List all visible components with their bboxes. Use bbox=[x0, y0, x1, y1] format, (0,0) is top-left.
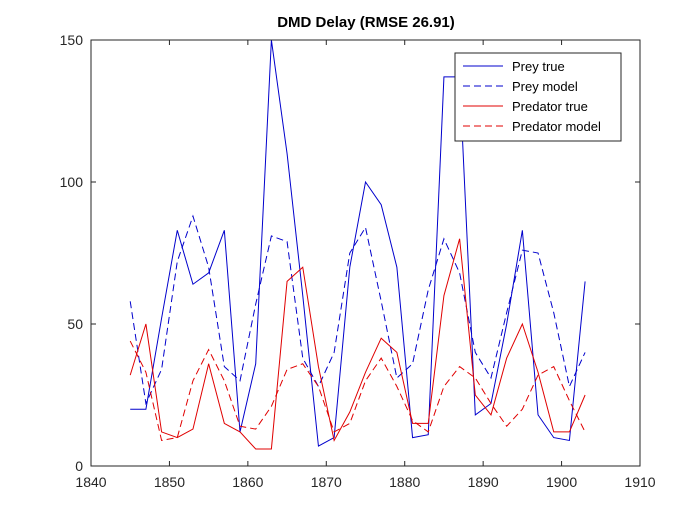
x-tick-label: 1840 bbox=[75, 474, 106, 490]
series-line-1 bbox=[130, 40, 586, 447]
series-line-2 bbox=[129, 214, 586, 406]
x-tick-label: 1890 bbox=[468, 474, 499, 490]
series-line-4 bbox=[129, 340, 586, 442]
x-tick-label: 1900 bbox=[546, 474, 577, 490]
series-line-3 bbox=[129, 238, 586, 450]
x-tick-label: 1860 bbox=[232, 474, 263, 490]
legend-label-3: Predator true bbox=[512, 99, 588, 114]
axes: 1840 1850 1860 1870 1880 1890 1900 1910 0 50 100 15… bbox=[60, 32, 656, 490]
x-tick-label: 1880 bbox=[389, 474, 420, 490]
y-tick-label: 50 bbox=[67, 316, 83, 332]
x-tick-label: 1850 bbox=[154, 474, 185, 490]
legend: Prey true Prey model Predator true Predator… bbox=[454, 52, 622, 142]
axes-box bbox=[90, 39, 641, 467]
legend-label-1: Prey true bbox=[512, 59, 565, 74]
legend-label-4: Predator model bbox=[512, 119, 601, 134]
y-tick-label: 150 bbox=[60, 32, 84, 48]
chart-title: DMD Delay (RMSE 26.91) bbox=[277, 14, 455, 31]
legend-box bbox=[454, 52, 622, 142]
y-tick-label: 100 bbox=[60, 174, 84, 190]
x-tick-label: 1870 bbox=[311, 474, 342, 490]
y-tick-label: 0 bbox=[75, 458, 83, 474]
x-tick-label: 1910 bbox=[624, 474, 655, 490]
series-group bbox=[129, 40, 586, 450]
legend-label-2: Prey model bbox=[512, 79, 578, 94]
